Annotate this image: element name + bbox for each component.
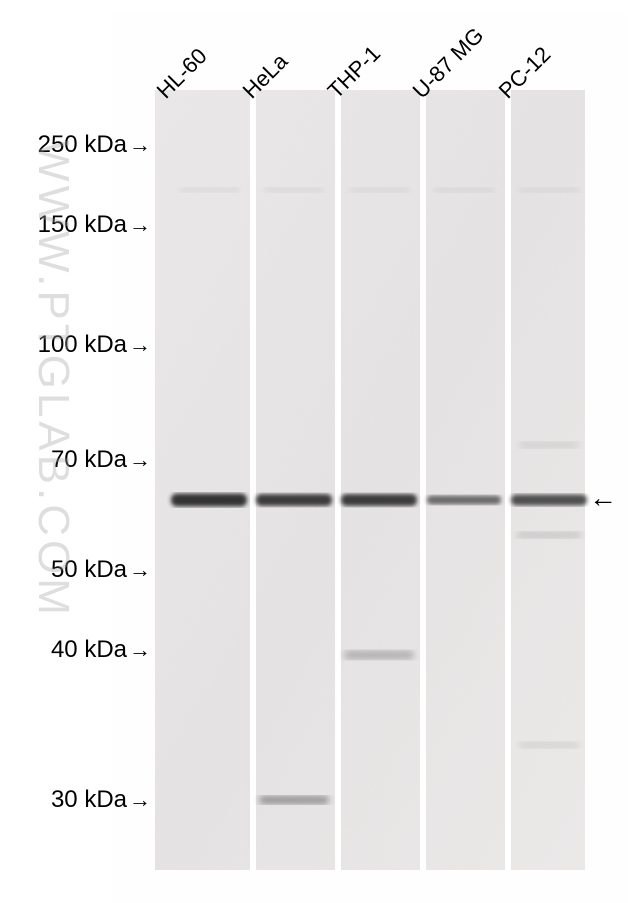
blot-figure: HL-60HeLaTHP-1U-87 MGPC-12 250 kDa→150 k… — [0, 0, 640, 903]
mw-marker-label: 50 kDa→ — [51, 556, 151, 584]
mw-marker-label: 40 kDa→ — [51, 636, 151, 664]
target-band-arrow: ← — [589, 482, 617, 514]
mw-marker-label: 70 kDa→ — [51, 446, 151, 474]
mw-marker-label: 30 kDa→ — [51, 786, 151, 814]
mw-marker-label: 250 kDa→ — [38, 131, 151, 159]
mw-marker-label: 100 kDa→ — [38, 331, 151, 359]
mw-marker-label: 150 kDa→ — [38, 211, 151, 239]
